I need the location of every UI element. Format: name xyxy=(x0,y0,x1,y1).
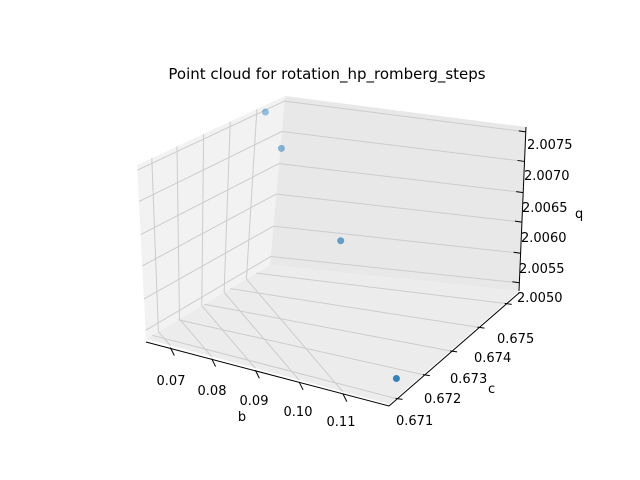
tick-mark-q xyxy=(516,191,524,194)
scatter-point xyxy=(392,375,400,382)
grid-line-q xyxy=(145,256,272,331)
grid-lines xyxy=(137,100,526,399)
tick-mark-c xyxy=(422,374,430,377)
tick-mark-q xyxy=(518,130,526,133)
tick-mark-q xyxy=(512,281,520,284)
b-tick-label: 0.08 xyxy=(198,384,227,399)
grid-line-b xyxy=(176,146,180,320)
grid-line-q xyxy=(141,193,277,267)
back-pane-right xyxy=(270,96,526,291)
grid-line-q xyxy=(143,225,274,300)
grid-line-q xyxy=(281,130,525,162)
grid-line-b xyxy=(179,318,212,357)
q-tick-label: 2.0065 xyxy=(522,201,568,216)
q-tick-labels: 2.0050 2.0055 2.0060 2.0065 2.0070 2.007… xyxy=(517,138,573,306)
c-tick-label: 0.674 xyxy=(474,351,511,366)
grid-line-b xyxy=(245,109,258,280)
tick-mark-c xyxy=(504,302,512,305)
b-tick-label: 0.11 xyxy=(327,415,356,430)
grid-line-b xyxy=(223,121,231,293)
grid-line-c xyxy=(204,303,451,352)
c-tick-label: 0.672 xyxy=(424,392,461,407)
grid-line-q xyxy=(138,131,283,202)
b-axis-line xyxy=(145,341,390,407)
c-tick-label: 0.675 xyxy=(497,332,534,347)
tick-mark-c xyxy=(395,397,403,400)
tick-mark-q xyxy=(517,159,525,162)
tick-mark-c xyxy=(477,326,485,329)
grid-line-c xyxy=(256,272,505,304)
floor-pane xyxy=(146,265,519,404)
scatter-point xyxy=(261,108,269,116)
tick-mark-q xyxy=(513,251,521,254)
tick-mark-b xyxy=(254,370,260,379)
tick-marks xyxy=(169,130,526,402)
q-tick-label: 2.0075 xyxy=(527,138,573,153)
grid-line-b xyxy=(151,158,159,332)
tick-mark-b xyxy=(169,347,175,356)
b-tick-label: 0.07 xyxy=(157,374,186,389)
q-tick-label: 2.0070 xyxy=(524,169,570,184)
scatter-point xyxy=(277,144,285,152)
c-tick-label: 0.673 xyxy=(450,372,487,387)
b-tick-label: 0.09 xyxy=(240,394,269,409)
b-tick-label: 0.10 xyxy=(284,405,313,420)
c-tick-labels: 0.671 0.672 0.673 0.674 0.675 xyxy=(396,332,534,429)
back-pane-left xyxy=(137,96,285,339)
grid-line-c xyxy=(178,319,423,376)
tick-mark-b xyxy=(298,381,304,391)
q-axis-label: q xyxy=(575,207,583,222)
scatter-points xyxy=(261,108,400,382)
grid-line-q xyxy=(273,225,521,254)
q-axis-line xyxy=(518,126,527,292)
b-tick-labels: 0.07 0.08 0.09 0.10 0.11 xyxy=(157,374,356,430)
grid-line-q xyxy=(284,100,526,133)
tick-mark-c xyxy=(450,350,458,353)
c-tick-label: 0.671 xyxy=(396,414,433,429)
q-tick-label: 2.0060 xyxy=(521,231,567,246)
grid-line-q xyxy=(276,193,522,223)
c-axis-line xyxy=(388,292,520,407)
q-tick-label: 2.0050 xyxy=(517,291,563,306)
tick-mark-b xyxy=(211,358,217,367)
grid-line-b xyxy=(223,292,300,381)
axes-panes xyxy=(137,96,526,404)
tick-mark-b xyxy=(342,393,348,402)
q-tick-label: 2.0055 xyxy=(519,262,565,277)
grid-line-q xyxy=(270,256,520,284)
chart-title: Point cloud for rotation_hp_romberg_step… xyxy=(168,65,485,84)
grid-line-q xyxy=(278,163,524,194)
grid-line-b xyxy=(201,133,205,306)
grid-line-c xyxy=(230,288,478,328)
grid-line-c xyxy=(152,334,396,399)
grid-line-b xyxy=(246,278,344,392)
grid-line-q xyxy=(140,163,280,236)
tick-mark-q xyxy=(514,220,523,223)
grid-line-q xyxy=(137,100,285,171)
c-axis-label: c xyxy=(488,382,495,397)
scatter-point xyxy=(337,237,345,245)
grid-line-b xyxy=(201,305,256,369)
b-axis-label: b xyxy=(238,410,246,425)
